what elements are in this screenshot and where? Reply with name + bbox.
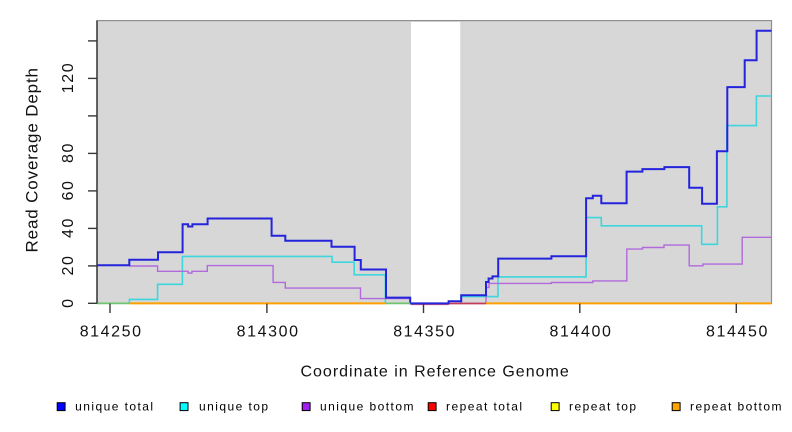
svg-text:unique total: unique total [75,400,154,414]
svg-text:repeat total: repeat total [446,400,523,414]
svg-text:814400: 814400 [550,324,613,341]
svg-text:814450: 814450 [706,324,769,341]
svg-text:120: 120 [60,62,77,94]
svg-text:20: 20 [60,255,77,276]
svg-text:814250: 814250 [80,324,143,341]
svg-text:Read Coverage Depth: Read Coverage Depth [22,67,41,252]
svg-text:unique top: unique top [199,400,270,414]
svg-text:repeat top: repeat top [569,400,638,414]
svg-text:repeat bottom: repeat bottom [690,400,783,414]
svg-text:814350: 814350 [393,324,456,341]
svg-text:40: 40 [60,217,77,238]
svg-text:814300: 814300 [237,324,300,341]
svg-text:60: 60 [60,180,77,201]
svg-text:Coordinate in Reference Genome: Coordinate in Reference Genome [300,364,569,381]
svg-text:unique bottom: unique bottom [320,400,415,414]
svg-text:80: 80 [60,142,77,163]
svg-text:0: 0 [60,297,77,308]
